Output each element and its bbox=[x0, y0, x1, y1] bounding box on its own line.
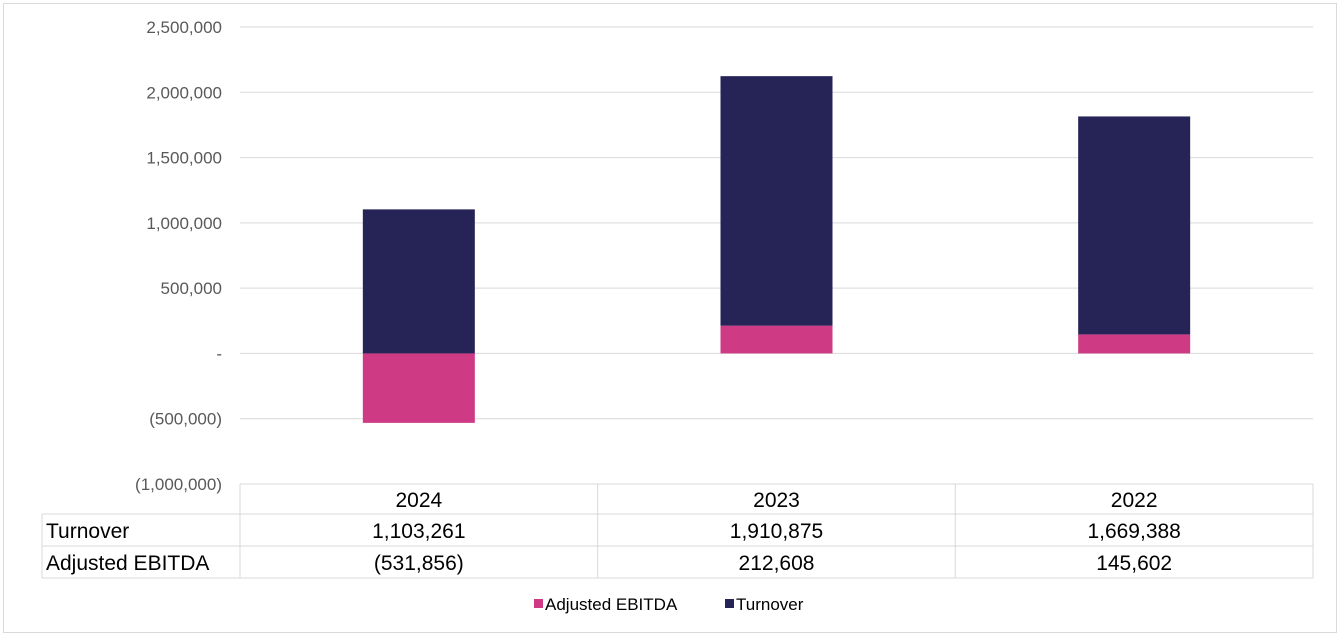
table-header-year: 2023 bbox=[753, 489, 800, 512]
chart-frame bbox=[3, 3, 1337, 633]
y-tick-label: 2,000,000 bbox=[146, 83, 222, 102]
legend-label: Adjusted EBITDA bbox=[545, 595, 678, 614]
y-tick-label: (500,000) bbox=[149, 410, 222, 429]
y-tick-label: (1,000,000) bbox=[135, 475, 222, 494]
legend: Adjusted EBITDA Turnover bbox=[534, 595, 804, 614]
bar-turnover bbox=[362, 209, 475, 354]
y-tick-label: 1,000,000 bbox=[146, 214, 222, 233]
bar-adjusted-ebitda bbox=[1078, 334, 1191, 354]
table-row-label: Turnover bbox=[46, 520, 129, 543]
table-cell: 1,910,875 bbox=[730, 520, 823, 543]
table-cell: 212,608 bbox=[739, 552, 815, 575]
y-tick-label: 2,500,000 bbox=[146, 18, 222, 37]
legend-label: Turnover bbox=[736, 595, 804, 614]
data-table: 2024 2023 2022 Turnover 1,103,261 1,910,875 1,… bbox=[41, 483, 1314, 579]
table-cell: (531,856) bbox=[374, 552, 464, 575]
legend-swatch bbox=[725, 599, 734, 608]
bar-adjusted-ebitda bbox=[720, 325, 833, 354]
table-header-year: 2022 bbox=[1111, 489, 1158, 512]
table-header-year: 2024 bbox=[395, 489, 442, 512]
y-tick-label: 1,500,000 bbox=[146, 149, 222, 168]
table-cell: 1,669,388 bbox=[1087, 520, 1180, 543]
y-axis-ticks: 2,500,000 2,000,000 1,500,000 1,000,000 500,… bbox=[135, 18, 222, 494]
bar-turnover bbox=[1078, 116, 1191, 335]
bar-adjusted-ebitda bbox=[362, 353, 475, 423]
legend-swatch bbox=[534, 599, 543, 608]
table-cell: 145,602 bbox=[1096, 552, 1172, 575]
y-tick-label: - bbox=[216, 344, 222, 363]
table-cell: 1,103,261 bbox=[372, 520, 465, 543]
bars bbox=[362, 76, 1191, 423]
y-tick-label: 500,000 bbox=[161, 279, 222, 298]
table-row-label: Adjusted EBITDA bbox=[46, 552, 209, 575]
bar-turnover bbox=[720, 76, 833, 326]
